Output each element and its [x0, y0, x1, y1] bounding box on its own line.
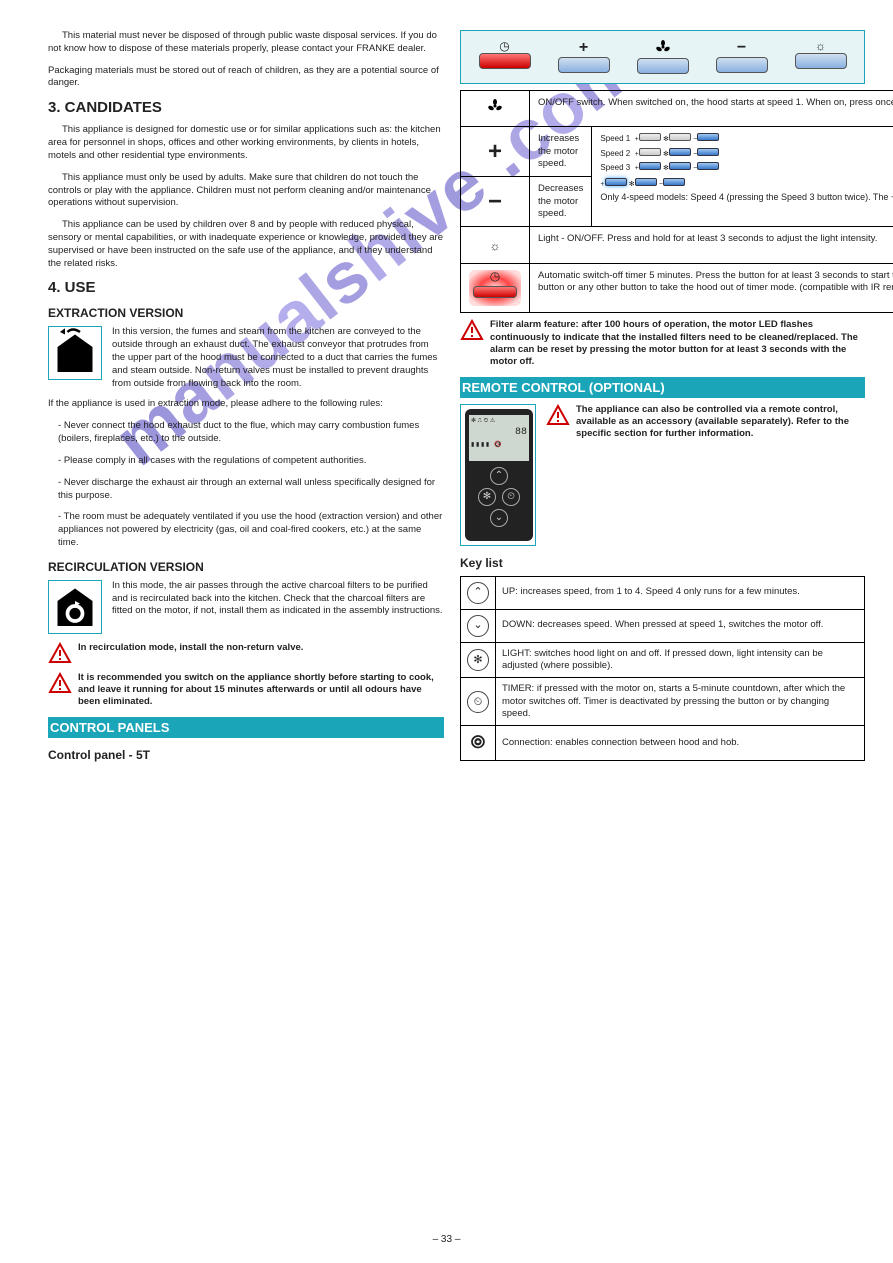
wifi-key-text: Connection: enables connection between h…	[496, 726, 865, 760]
timer-button[interactable]	[479, 39, 531, 77]
minus-icon: −	[737, 39, 746, 56]
rules-prefix: If the appliance is used in extraction m…	[48, 398, 444, 411]
timer-key-icon: ⏲	[467, 691, 489, 713]
left-column: This material must never be disposed of …	[48, 30, 444, 768]
wifi-key-icon: ⦾	[471, 732, 485, 752]
down-key-cell: ⌄	[461, 609, 496, 642]
fan-desc: ON/OFF switch. When switched on, the hoo…	[530, 91, 893, 127]
rule-4: - The room must be adequately ventilated…	[58, 511, 444, 549]
timer-key-cell: ⏲	[461, 678, 496, 726]
candidates-p1: This appliance is designed for domestic …	[48, 124, 444, 162]
recirc-icon	[48, 580, 102, 634]
light-key-text: LIGHT: switches hood light on and off. I…	[496, 642, 865, 678]
page-footer: – 33 –	[0, 1234, 893, 1245]
plus-desc: Increases the motor speed.	[530, 127, 592, 177]
light-icon	[490, 234, 501, 254]
warning-1-text: In recirculation mode, install the non-r…	[78, 642, 444, 654]
extraction-title: EXTRACTION VERSION	[48, 306, 444, 320]
light-desc: Light - ON/OFF. Press and hold for at le…	[530, 227, 893, 263]
remote-image: ✻ ⎍ ⏲ ⚠ 88 ▮ ▮ ▮ ▮ 🔇 ⌃ ✻ ⏲ ⌄	[460, 404, 536, 546]
rule-3: - Never discharge the exhaust air throug…	[58, 477, 444, 503]
right-column: + − ON/OFF switch. When switched on, the…	[460, 30, 865, 768]
down-key-icon: ⌄	[467, 615, 489, 637]
control-panel-5t-title: Control panel - 5T	[48, 748, 444, 762]
fan-button[interactable]	[637, 39, 689, 77]
remote-light-button[interactable]: ✻	[478, 488, 496, 506]
extraction-icon	[48, 326, 102, 380]
filter-alarm-warning: Filter alarm feature: after 100 hours of…	[460, 319, 865, 368]
remote-box: ✻ ⎍ ⏲ ⚠ 88 ▮ ▮ ▮ ▮ 🔇 ⌃ ✻ ⏲ ⌄ The applian…	[460, 404, 865, 546]
up-key-cell: ⌃	[461, 576, 496, 609]
section-title-use: 4. USE	[48, 279, 444, 296]
plus-symbol-cell: +	[461, 127, 530, 177]
timer-desc: Automatic switch-off timer 5 minutes. Pr…	[530, 263, 893, 312]
red-glow-button	[469, 270, 521, 306]
packaging-note: Packaging materials must be stored out o…	[48, 65, 444, 91]
candidates-p2: This appliance must only be used by adul…	[48, 172, 444, 210]
key-list-title: Key list	[460, 556, 865, 570]
filter-alarm-text: Filter alarm feature: after 100 hours of…	[490, 319, 865, 368]
light-key-cell: ✻	[461, 642, 496, 678]
fan-symbol-cell	[461, 91, 530, 127]
page: This material must never be disposed of …	[0, 0, 893, 778]
plus-icon: +	[579, 39, 588, 56]
section-title-candidates: 3. CANDIDATES	[48, 99, 444, 116]
fan-icon	[487, 98, 503, 118]
intro-para: This material must never be disposed of …	[48, 30, 444, 56]
warning-icon	[48, 642, 72, 664]
remote-down-button[interactable]: ⌄	[490, 509, 508, 527]
wifi-key-cell: ⦾	[461, 726, 496, 760]
warning-icon	[546, 404, 570, 426]
timer-symbol-cell	[461, 263, 530, 312]
remote-lcd: ✻ ⎍ ⏲ ⚠ 88 ▮ ▮ ▮ ▮ 🔇	[469, 415, 529, 461]
remote-warning: The appliance can also be controlled via…	[546, 404, 865, 441]
warning-icon	[460, 319, 484, 341]
remote-timer-button[interactable]: ⏲	[502, 488, 520, 506]
minus-button[interactable]: −	[716, 39, 768, 77]
up-key-icon: ⌃	[467, 582, 489, 604]
speed-indicator-cell: Speed 1 + ✻ − Speed 2 + ✻ − Speed 3 + ✻ …	[592, 127, 893, 227]
minus-symbol-cell: −	[461, 177, 530, 227]
speed4-note: Only 4-speed models: Speed 4 (pressing t…	[600, 192, 893, 203]
remote-warning-text: The appliance can also be controlled via…	[576, 404, 865, 441]
up-key-text: UP: increases speed, from 1 to 4. Speed …	[496, 576, 865, 609]
light-key-icon: ✻	[467, 649, 489, 671]
timer-key-text: TIMER: if pressed with the motor on, sta…	[496, 678, 865, 726]
button-red	[479, 53, 531, 69]
rule-1: - Never connect the hood exhaust duct to…	[58, 420, 444, 446]
plus-button[interactable]: +	[558, 39, 610, 77]
light-symbol-cell	[461, 227, 530, 263]
recirc-text: In this mode, the air passes through the…	[112, 580, 444, 618]
fan-icon	[655, 47, 671, 58]
remote-up-button[interactable]: ⌃	[490, 467, 508, 485]
clock-icon	[499, 42, 509, 53]
control-button-row: + −	[460, 30, 865, 84]
warning-2-text: It is recommended you switch on the appl…	[78, 672, 444, 709]
down-key-text: DOWN: decreases speed. When pressed at s…	[496, 609, 865, 642]
warning-2: It is recommended you switch on the appl…	[48, 672, 444, 709]
warning-1: In recirculation mode, install the non-r…	[48, 642, 444, 664]
warning-icon	[48, 672, 72, 694]
key-table: ⌃ UP: increases speed, from 1 to 4. Spee…	[460, 576, 865, 761]
light-button[interactable]	[795, 39, 847, 77]
extraction-text: In this version, the fumes and steam fro…	[112, 326, 444, 390]
candidates-p3: This appliance can be used by children o…	[48, 219, 444, 270]
control-table: ON/OFF switch. When switched on, the hoo…	[460, 90, 893, 313]
remote-control-bar: REMOTE CONTROL (OPTIONAL)	[460, 377, 865, 398]
light-icon	[815, 42, 826, 53]
recirc-title: RECIRCULATION VERSION	[48, 560, 444, 574]
rule-2: - Please comply in all cases with the re…	[58, 455, 444, 468]
control-panels-bar: CONTROL PANELS	[48, 717, 444, 738]
minus-desc: Decreases the motor speed.	[530, 177, 592, 227]
